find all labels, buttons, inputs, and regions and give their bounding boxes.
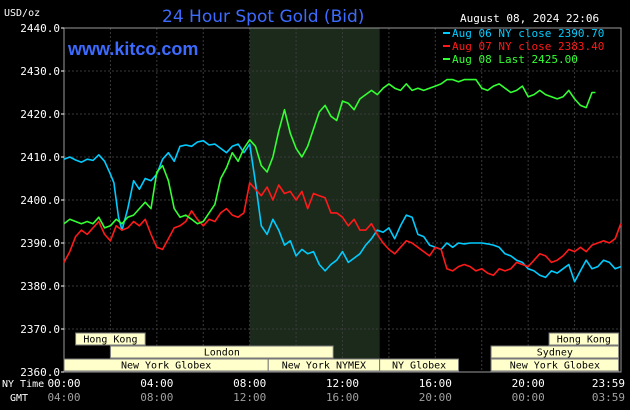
y-tick-label: 2380.0 [20, 280, 60, 293]
brand-watermark: www.kitco.com [67, 39, 198, 59]
x-tick-label-ny: 23:59 [592, 377, 625, 390]
session-bar: Sydney [490, 345, 620, 359]
y-tick-label: 2400.0 [20, 194, 60, 207]
session-label: Hong Kong [557, 335, 611, 346]
x-tick-label-gmt: 12:00 [233, 391, 266, 404]
y-tick-label: 2390.0 [20, 237, 60, 250]
market-sessions: Hong Kong Hong Kong London Sydney New York G… [63, 332, 620, 372]
session-bar: New York Globex [63, 358, 269, 372]
session-label: Hong Kong [83, 335, 137, 346]
x-tick-label-ny: 12:00 [326, 377, 359, 390]
session-bar: Hong Kong [548, 332, 620, 346]
ny-time-label: NY Time [2, 379, 44, 390]
x-tick-label-ny: 16:00 [419, 377, 452, 390]
y-axis: 2360.0 2370.0 2380.0 2390.0 2400.0 2410.0 2420… [20, 22, 64, 379]
y-tick-label: 2430.0 [20, 65, 60, 78]
y-unit-label: USD/oz [4, 8, 40, 19]
session-box [379, 358, 460, 372]
session-bar: London [109, 345, 334, 359]
gmt-label: GMT [10, 393, 28, 404]
legend-entry: Aug 07 NY close 2383.40 [452, 40, 604, 53]
x-tick-label-gmt: 03:59 [592, 391, 625, 404]
x-tick-label-gmt: 20:00 [419, 391, 452, 404]
session-bar: NY Globex [379, 358, 460, 372]
y-tick-label: 2420.0 [20, 108, 60, 121]
session-label: London [204, 348, 240, 359]
session-box [75, 332, 146, 346]
x-tick-label-ny: 04:00 [140, 377, 173, 390]
session-label: NY Globex [392, 361, 446, 372]
session-box [109, 345, 334, 359]
x-tick-label-gmt: 08:00 [140, 391, 173, 404]
session-label: Sydney [537, 348, 573, 359]
legend-entry: Aug 06 NY close 2390.70 [452, 27, 604, 40]
x-tick-label-ny: 00:00 [47, 377, 80, 390]
x-tick-label-gmt: 04:00 [47, 391, 80, 404]
session-bar: New York NYMEX [267, 358, 381, 372]
session-bar: New York Globex [490, 358, 620, 372]
session-box [490, 345, 620, 359]
price-series [63, 78, 622, 283]
session-label: New York Globex [510, 361, 600, 372]
legend-entry: Aug 08 Last 2425.00 [452, 53, 578, 66]
chart-title: 24 Hour Spot Gold (Bid) [162, 7, 364, 27]
series-line [63, 78, 596, 229]
y-tick-label: 2440.0 [20, 22, 60, 35]
y-tick-label: 2370.0 [20, 323, 60, 336]
x-tick-label-ny: 08:00 [233, 377, 266, 390]
x-tick-label-gmt: 00:00 [512, 391, 545, 404]
series-line [63, 182, 622, 277]
session-bar: Hong Kong [75, 332, 146, 346]
session-box [548, 332, 620, 346]
x-tick-label-gmt: 16:00 [326, 391, 359, 404]
session-label: New York NYMEX [282, 361, 366, 372]
series-line [63, 139, 622, 283]
y-tick-label: 2360.0 [20, 366, 60, 379]
session-label: New York Globex [121, 361, 211, 372]
x-axis: 00:0004:0004:0008:0008:0012:0012:0016:00… [47, 377, 625, 404]
y-tick-label: 2410.0 [20, 151, 60, 164]
x-tick-label-ny: 20:00 [512, 377, 545, 390]
chart-datetime: August 08, 2024 22:06 [460, 12, 599, 25]
session-box [490, 358, 620, 372]
